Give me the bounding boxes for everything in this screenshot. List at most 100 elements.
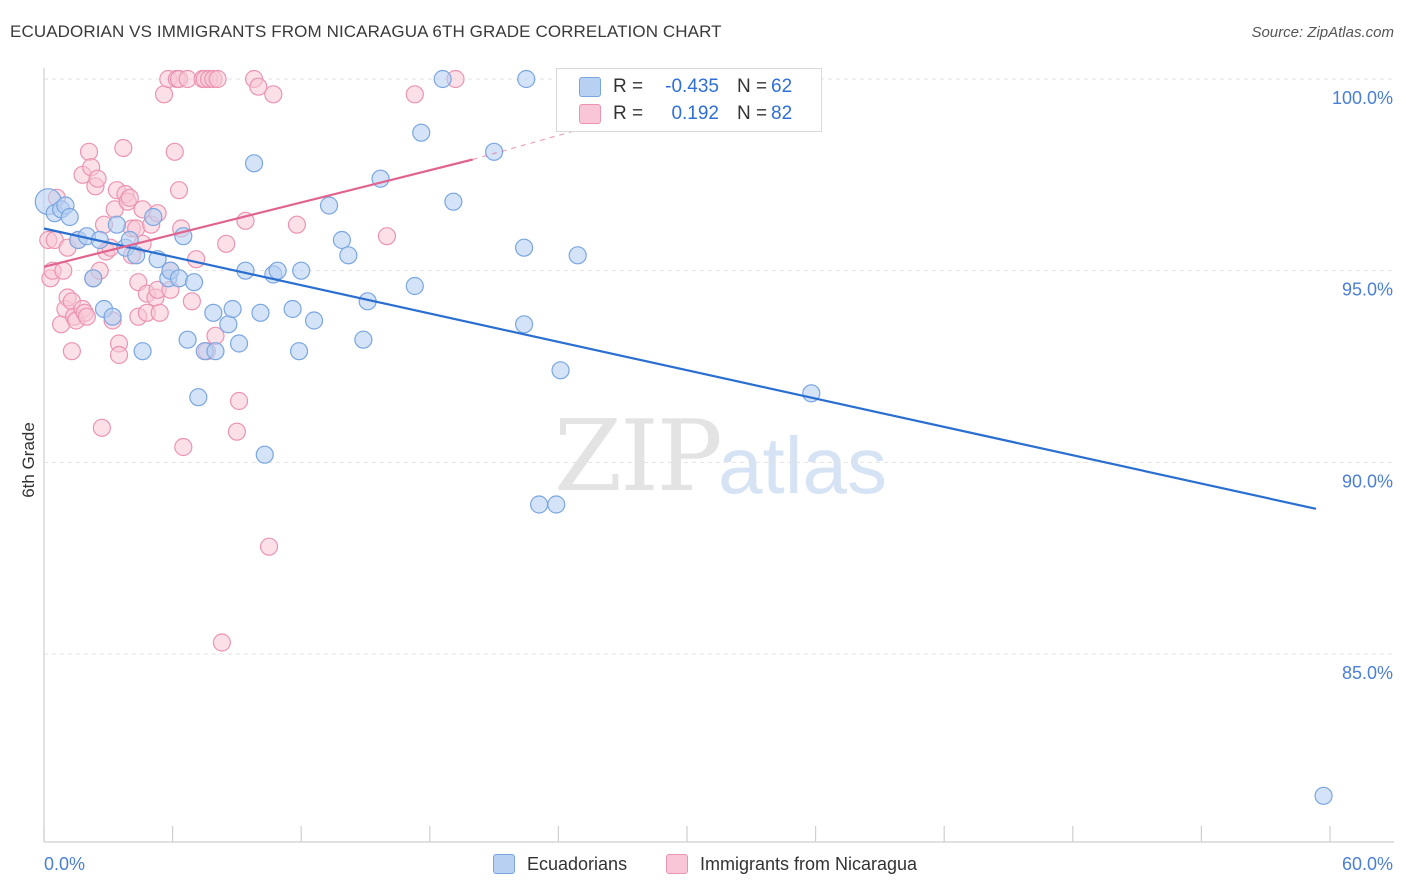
ecuadorian-point (107, 215, 126, 234)
nicaragua-point (54, 261, 73, 280)
ecuadorian-points (34, 69, 1333, 805)
ecuadorian-point (433, 69, 452, 89)
nicaragua-points (39, 69, 465, 652)
nicaragua-point (377, 227, 397, 246)
nicaragua-legend-swatch (666, 854, 688, 874)
ecuadorian-point (405, 276, 424, 296)
y-tick-label: 100.0% (1332, 88, 1393, 108)
n-label: N = (737, 76, 768, 97)
legend-item-ecuadorians[interactable]: Ecuadorians (493, 850, 627, 878)
stats-row-nicaragua: R = 0.192 N = 82 (579, 101, 792, 127)
x-tick-label: 0.0% (44, 854, 85, 874)
ecuadorian-point (169, 269, 189, 288)
watermark-zip: ZIP (554, 400, 723, 514)
nicaragua-point (92, 418, 111, 437)
ecuadorian-point (223, 299, 242, 319)
nicaragua-point (79, 142, 99, 161)
nicaragua-point (249, 77, 268, 96)
ecuadorian-point (332, 230, 352, 250)
nicaragua-point (169, 181, 189, 200)
ecuadorian-point (103, 307, 122, 326)
ecuadorian-point (339, 246, 358, 265)
nicaragua-point (208, 69, 227, 89)
nicaragua-point (114, 138, 133, 158)
ecuadorians-legend-swatch (493, 854, 515, 874)
y-tick-label: 85.0% (1342, 663, 1393, 683)
ecuadorian-point (178, 330, 197, 349)
nicaragua-point (165, 142, 184, 161)
ecuadorian-point (144, 207, 163, 227)
nicaragua-point (259, 537, 279, 556)
ecuadorians-trend-line (43, 227, 1317, 510)
y-tick-label: 95.0% (1342, 280, 1393, 300)
ecuadorian-point (319, 196, 339, 215)
stats-legend: R = -0.435 N = 62 R = 0.192 N = 82 (556, 68, 822, 132)
ecuadorian-point (184, 273, 204, 292)
nicaragua-point (229, 391, 249, 411)
ecuadorian-point (60, 207, 79, 227)
trend-lines (43, 116, 1317, 510)
nicaragua-point (154, 85, 174, 104)
ecuadorian-point (551, 361, 570, 380)
ecuadorian-point (283, 299, 302, 319)
ecuadorian-point (1314, 786, 1333, 805)
ecuadorian-point (251, 303, 270, 322)
ecuadorians-swatch (579, 77, 601, 97)
source-credit: Source: ZipAtlas.com (1251, 24, 1394, 41)
ecuadorian-point (84, 269, 103, 288)
ecuadorian-point (530, 495, 549, 514)
nicaragua-point (182, 292, 201, 311)
r-label: R = (613, 103, 644, 124)
legend-label: Immigrants from Nicaragua (700, 853, 918, 874)
ecuadorian-point (229, 334, 249, 353)
ecuadorian-point (354, 330, 373, 349)
y-axis-title: 6th Grade (19, 422, 38, 498)
nicaragua-point (217, 234, 236, 253)
nicaragua-point (405, 85, 424, 104)
nicaragua-point (212, 633, 231, 652)
watermark-atlas: atlas (718, 421, 887, 510)
nicaragua-point (264, 85, 283, 104)
legend-item-nicaragua[interactable]: Immigrants from Nicaragua (666, 850, 917, 878)
ecuadorian-point (515, 315, 534, 334)
ecuadorian-point (133, 342, 152, 361)
n-value: 82 (771, 103, 793, 124)
r-value: -0.435 (665, 76, 719, 97)
ecuadorian-point (412, 123, 431, 142)
nicaragua-point (109, 345, 129, 365)
series-legend: Ecuadorians Immigrants from Nicaragua (0, 850, 1406, 878)
ecuadorian-point (244, 154, 264, 173)
tick-labels: 85.0% 90.0% 95.0% 100.0% 0.0% 60.0% 6th Grade (19, 88, 1393, 874)
ecuadorian-point (189, 388, 208, 407)
r-value: 0.192 (671, 103, 719, 124)
nicaragua-point (120, 188, 139, 207)
nicaragua-point (62, 342, 81, 361)
ecuadorian-point (206, 342, 225, 361)
ecuadorian-point (485, 142, 504, 161)
ecuadorian-point (547, 495, 566, 514)
ecuadorian-point (568, 246, 587, 265)
nicaragua-point (77, 307, 96, 326)
stats-row-ecuadorians: R = -0.435 N = 62 (579, 74, 792, 100)
nicaragua-point (174, 437, 193, 457)
ecuadorian-point (219, 315, 238, 334)
nicaragua-point (187, 250, 206, 269)
axes (43, 68, 1394, 843)
ecuadorian-point (304, 311, 324, 330)
nicaragua-swatch (579, 104, 601, 124)
ecuadorian-point (268, 261, 287, 280)
ecuadorian-point (255, 445, 274, 464)
n-label: N = (737, 103, 768, 124)
y-tick-label: 90.0% (1342, 471, 1393, 491)
ecuadorian-point (515, 238, 534, 257)
ecuadorian-point (517, 69, 536, 89)
nicaragua-point (88, 169, 107, 188)
legend-label: Ecuadorians (527, 853, 628, 874)
nicaragua-point (150, 303, 169, 322)
nicaragua-point (227, 422, 246, 441)
nicaragua-trend-line (43, 158, 473, 268)
chart-title: ECUADORIAN VS IMMIGRANTS FROM NICARAGUA … (10, 22, 722, 41)
ecuadorian-point (289, 342, 309, 361)
ecuadorian-point (292, 261, 311, 280)
